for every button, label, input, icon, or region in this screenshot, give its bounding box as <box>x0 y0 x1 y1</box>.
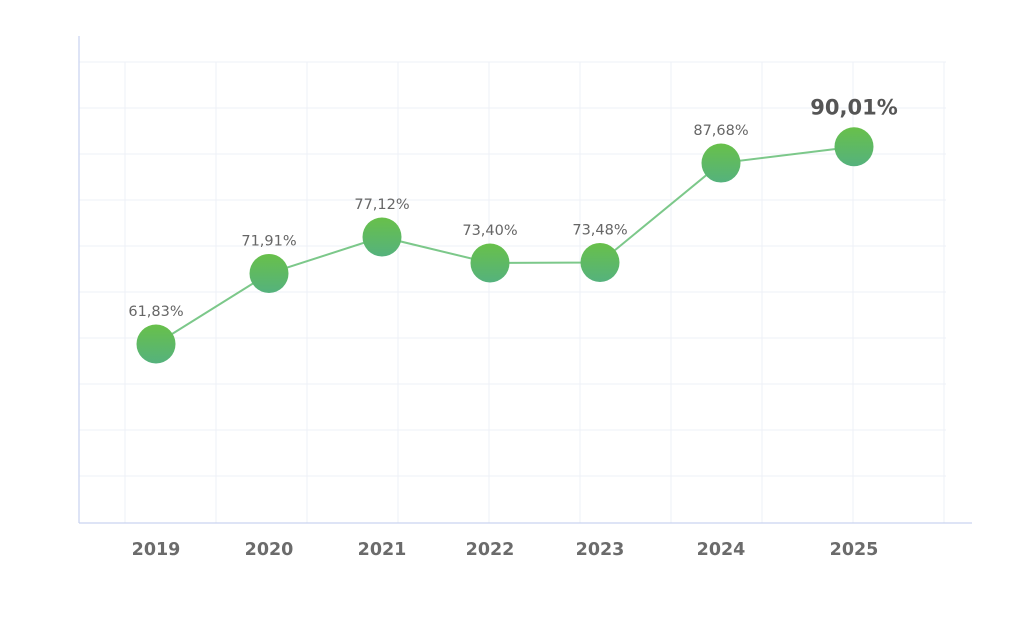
data-label: 87,68% <box>693 123 748 139</box>
markers <box>136 127 874 364</box>
grid <box>79 61 946 523</box>
data-label: 77,12% <box>354 197 409 213</box>
x-tick-label: 2019 <box>132 540 181 560</box>
x-tick-label: 2020 <box>245 540 294 560</box>
data-label: 73,48% <box>572 222 627 238</box>
data-point <box>580 242 620 282</box>
data-point <box>470 243 510 283</box>
data-point <box>834 127 874 167</box>
data-label: 71,91% <box>241 233 296 249</box>
x-tick-label: 2022 <box>466 540 515 560</box>
data-point <box>701 143 741 183</box>
data-label: 61,83% <box>128 304 183 320</box>
axes <box>78 36 972 524</box>
x-tick-label: 2023 <box>576 540 625 560</box>
data-label: 73,40% <box>462 223 517 239</box>
x-tick-label: 2024 <box>697 540 746 560</box>
data-point <box>362 217 402 257</box>
x-tick-label: 2021 <box>358 540 407 560</box>
x-tick-labels: 2019 2020 2021 2022 2023 2024 2025 <box>132 540 879 560</box>
x-tick-label: 2025 <box>830 540 879 560</box>
data-point <box>249 253 289 293</box>
data-point <box>136 324 176 364</box>
data-label: 90,01% <box>810 96 897 120</box>
data-labels: 61,83% 71,91% 77,12% 73,40% 73,48% 87,68% 90,0… <box>128 96 897 320</box>
